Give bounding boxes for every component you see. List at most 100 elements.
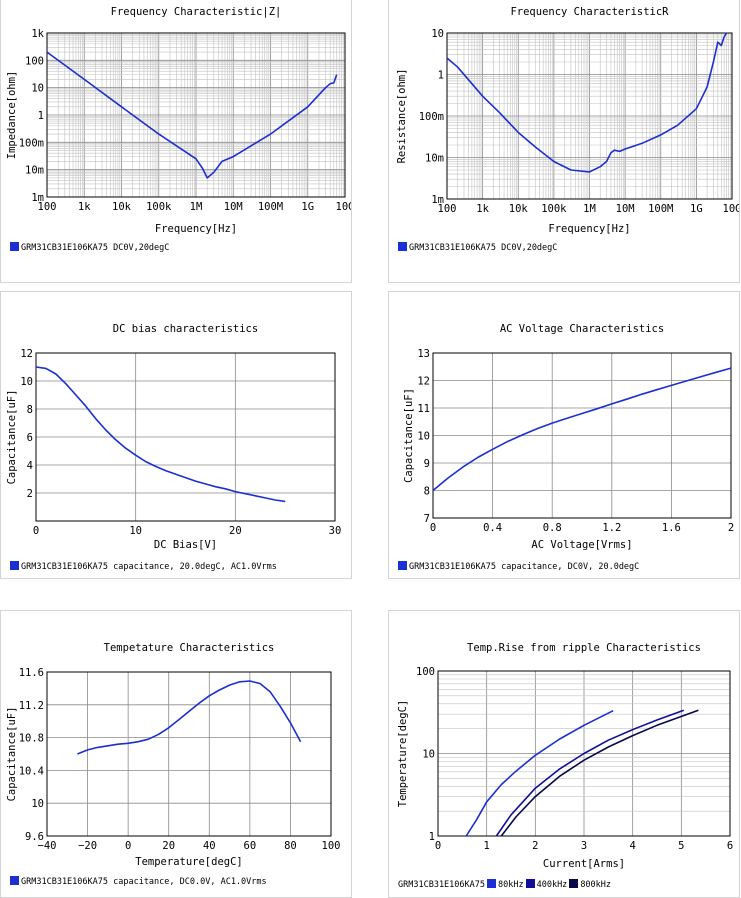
x-tick-label: 20 <box>162 840 175 852</box>
y-tick-label: 11.2 <box>19 700 44 712</box>
x-tick-label: 0 <box>125 840 131 852</box>
x-tick-label: 10M <box>616 203 635 215</box>
plot-frame <box>46 32 346 198</box>
legend-swatch <box>569 879 579 888</box>
y-tick-label: 11 <box>417 403 430 415</box>
y-tick-label: 11.6 <box>19 667 44 679</box>
legend-label: GRM31CB31E106KA75 DC0V,20degC <box>21 243 170 253</box>
y-tick-label: 1 <box>438 70 444 82</box>
x-tick-label: 10 <box>129 525 142 537</box>
x-tick-label: −40 <box>38 840 57 852</box>
legend-label: 800kHz <box>580 880 612 890</box>
legend-prefix: GRM31CB31E106KA75 <box>398 880 485 890</box>
y-axis-label: Impedance[ohm] <box>6 71 18 160</box>
x-tick-label: 1G <box>690 203 703 215</box>
x-tick-label: 60 <box>244 840 257 852</box>
legend-swatch <box>398 242 407 251</box>
x-tick-label: 30 <box>329 525 342 537</box>
x-tick-label: 100k <box>146 201 172 213</box>
grid <box>35 352 336 521</box>
grid <box>446 33 732 200</box>
temp-rise-chart-panel: Temp.Rise from ripple Characteristics Cur… <box>388 610 740 898</box>
chart-title: DC bias characteristics <box>113 323 258 335</box>
legend-label: GRM31CB31E106KA75 DC0V,20degC <box>409 243 558 253</box>
y-axis-label: Capacitance[uF] <box>6 390 18 485</box>
grid <box>46 671 332 837</box>
x-tick-label: 10k <box>112 201 132 213</box>
y-axis-label: Resistance[ohm] <box>396 69 408 164</box>
y-tick-label: 10 <box>20 376 33 388</box>
y-tick-label: 8 <box>27 404 33 416</box>
y-tick-label: 100 <box>25 55 44 67</box>
y-tick-label: 1 <box>429 831 435 843</box>
y-tick-label: 8 <box>424 486 430 498</box>
series-line-0 <box>432 367 732 492</box>
plot-frame <box>46 671 332 837</box>
c1-svg: Frequency Characteristic|Z| Frequency[Hz]… <box>6 6 352 235</box>
x-tick-label: 10G <box>336 201 352 213</box>
y-tick-label: 7 <box>424 513 430 525</box>
y-tick-label: 1 <box>38 110 44 122</box>
legend: GRM31CB31E106KA75 capacitance, 20.0degC,… <box>10 561 277 572</box>
legend-swatch <box>398 561 407 570</box>
series-line-2 <box>500 709 699 837</box>
ac-voltage-chart-panel: AC Voltage Characteristics AC Voltage[Vrm… <box>388 291 740 579</box>
chart-title: Frequency CharacteristicR <box>510 6 669 18</box>
legend-label: GRM31CB31E106KA75 capacitance, DC0.0V, A… <box>21 877 267 887</box>
x-tick-label: 0 <box>430 522 436 534</box>
legend: GRM31CB31E106KA75 capacitance, DC0.0V, A… <box>10 876 267 887</box>
legend-swatch <box>10 876 19 885</box>
x-tick-label: 100k <box>541 203 567 215</box>
series-line-0 <box>46 51 338 179</box>
y-tick-label: 10 <box>422 749 435 761</box>
legend: GRM31CB31E106KA75 DC0V,20degC <box>10 242 169 253</box>
c5-svg: Tempetature Characteristics Temperature[d… <box>6 642 341 868</box>
c2-svg: Frequency CharacteristicR Frequency[Hz] Re… <box>396 6 740 235</box>
series-line-0 <box>446 32 728 173</box>
y-tick-label: 10 <box>417 431 430 443</box>
legend: GRM31CB31E106KA75 capacitance, DC0V, 20.… <box>398 561 639 572</box>
x-tick-label: 1 <box>484 840 490 852</box>
y-axis-label: Capacitance[uF] <box>6 707 18 802</box>
grid <box>46 33 345 198</box>
c4-svg: AC Voltage Characteristics AC Voltage[Vrm… <box>403 323 734 551</box>
x-tick-label: 4 <box>630 840 636 852</box>
x-tick-label: 100M <box>648 203 673 215</box>
y-tick-label: 100 <box>416 666 435 678</box>
y-tick-label: 10 <box>31 83 44 95</box>
x-tick-label: 100 <box>438 203 457 215</box>
y-tick-label: 9.6 <box>25 831 44 843</box>
legend-swatch <box>487 879 496 888</box>
chart-title: Tempetature Characteristics <box>104 642 275 654</box>
legend-swatch <box>525 879 535 888</box>
y-tick-label: 100m <box>19 137 44 149</box>
x-axis-label: Frequency[Hz] <box>548 223 630 235</box>
y-tick-label: 2 <box>27 488 33 500</box>
x-tick-label: 10M <box>224 201 243 213</box>
x-tick-label: 10k <box>509 203 529 215</box>
x-tick-label: 100 <box>322 840 341 852</box>
y-tick-label: 1m <box>31 192 44 204</box>
x-axis-label: DC Bias[V] <box>154 539 217 551</box>
grid <box>432 352 732 519</box>
plot-frame <box>35 352 336 522</box>
y-tick-label: 100m <box>419 111 444 123</box>
x-tick-label: 0.4 <box>483 522 502 534</box>
y-tick-label: 12 <box>20 348 33 360</box>
x-tick-label: 6 <box>727 840 733 852</box>
legend-label: GRM31CB31E106KA75 capacitance, DC0V, 20.… <box>409 562 640 572</box>
legend-swatch <box>10 561 19 570</box>
x-tick-label: −20 <box>78 840 97 852</box>
x-tick-label: 3 <box>581 840 587 852</box>
y-tick-label: 13 <box>417 348 430 360</box>
x-tick-label: 1.2 <box>602 522 621 534</box>
x-tick-label: 10G <box>723 203 740 215</box>
y-tick-label: 4 <box>27 460 33 472</box>
x-tick-label: 2 <box>728 522 734 534</box>
y-tick-label: 1m <box>431 194 444 206</box>
y-tick-label: 10.8 <box>19 733 44 745</box>
legend: GRM31CB31E106KA75 DC0V,20degC <box>398 242 557 253</box>
plot-frame <box>446 32 733 200</box>
y-axis-label: Temperature[degC] <box>397 700 409 807</box>
x-tick-label: 1M <box>190 201 203 213</box>
